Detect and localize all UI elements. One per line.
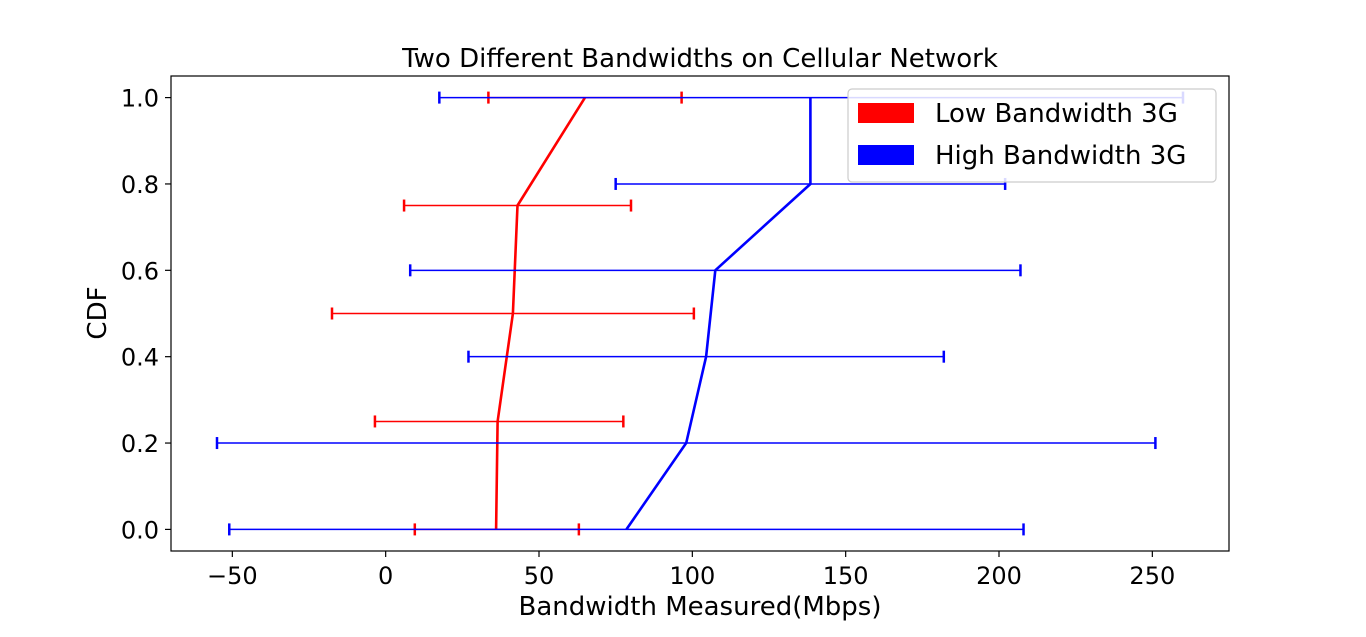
legend-box — [847, 88, 1217, 183]
legend-label-low-bandwidth-3g: Low Bandwidth 3G — [935, 99, 1178, 129]
low-bandwidth-3g-line — [494, 96, 587, 530]
x-axis-label: Bandwidth Measured(Mbps) — [519, 592, 882, 622]
legend-label-high-bandwidth-3g: High Bandwidth 3G — [935, 141, 1186, 171]
plot-frame — [170, 75, 1230, 552]
y-axis-label: CDF — [83, 286, 113, 339]
chart-title: Two Different Bandwidths on Cellular Net… — [401, 44, 998, 74]
x-tick-label: −50 — [207, 562, 258, 590]
y-tick-label: 0.6 — [121, 257, 159, 285]
y-tick-label: 0.2 — [121, 430, 159, 458]
legend: Low Bandwidth 3G High Bandwidth 3G — [847, 88, 1217, 183]
x-tick-label: 150 — [823, 562, 869, 590]
y-tick-label: 1.0 — [121, 85, 159, 113]
high-bandwidth-3g-line — [625, 97, 812, 531]
x-axis-ticks: −50 0 50 100 150 200 250 — [207, 551, 1175, 590]
x-tick-label: 100 — [669, 562, 715, 590]
y-tick-label: 0.0 — [121, 516, 159, 544]
y-tick-label: 0.8 — [121, 171, 159, 199]
y-axis-ticks: 0.0 0.2 0.4 0.6 0.8 1.0 — [121, 85, 171, 544]
x-tick-label: 0 — [378, 562, 393, 590]
x-tick-label: 200 — [976, 562, 1022, 590]
x-tick-label: 50 — [524, 562, 555, 590]
legend-swatch-high-bandwidth-3g — [858, 145, 914, 165]
y-tick-label: 0.4 — [121, 344, 159, 372]
legend-swatch-low-bandwidth-3g — [858, 103, 914, 123]
x-tick-label: 250 — [1129, 562, 1175, 590]
